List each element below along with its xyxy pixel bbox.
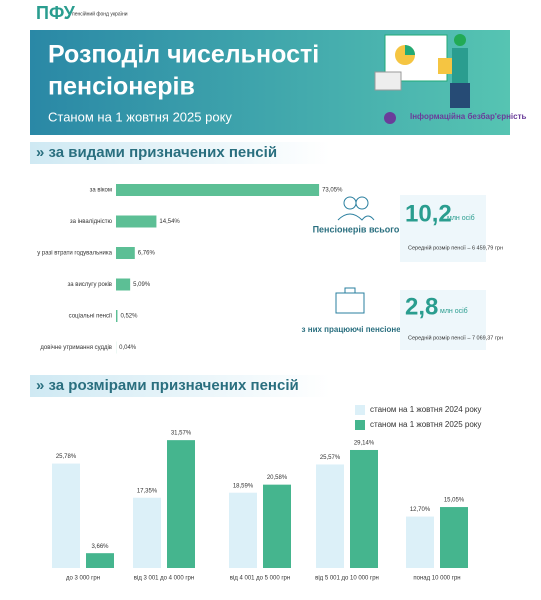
section-text: за видами призначених пенсій [49, 144, 278, 161]
category-label: довічне утримання суддів [40, 345, 112, 351]
category-label: понад 10 000 грн [413, 576, 460, 582]
value-label: 18,59% [233, 483, 254, 489]
bar [116, 247, 135, 259]
value-label: 73,05% [322, 188, 343, 194]
value-label: 12,70% [410, 507, 431, 513]
bar [167, 440, 195, 568]
bar [440, 507, 468, 568]
bar [116, 310, 118, 322]
value-label: 6,76% [138, 251, 156, 257]
bar [406, 516, 434, 568]
category-label: за віком [90, 188, 112, 194]
logo-text: пенсійний фонд україни [72, 10, 128, 17]
section-band [30, 375, 330, 397]
stat-icon [337, 196, 375, 221]
section-title: » за розмірами призначених пенсій [36, 377, 299, 394]
stat-icon [335, 287, 365, 314]
bar [350, 449, 378, 568]
value-label: 29,14% [354, 441, 375, 447]
value-label: 15,05% [444, 498, 465, 504]
legend-label: станом на 1 жовтня 2025 року [370, 420, 481, 429]
section-title: » за видами призначених пенсій [36, 144, 277, 161]
value-label: 25,78% [56, 454, 77, 460]
value-label: 0,52% [120, 314, 138, 320]
legend-label: станом на 1 жовтня 2024 року [370, 405, 481, 414]
value-label: 3,66% [91, 544, 109, 550]
stat-number: 10,2 [405, 200, 452, 227]
title: пенсіонерів [48, 73, 195, 101]
bar [116, 278, 131, 291]
bar [133, 497, 161, 568]
stat-number: 2,8 [405, 293, 438, 320]
section-text: за розмірами призначених пенсій [49, 377, 299, 394]
category-label: від 3 001 до 4 000 грн [134, 576, 194, 582]
value-label: 5,09% [133, 282, 151, 288]
bar [316, 464, 344, 568]
stat-unit: млн осіб [447, 214, 475, 222]
subtitle: Станом на 1 жовтня 2025 року [48, 109, 232, 124]
category-label: від 5 001 до 10 000 грн [315, 576, 379, 582]
bar [86, 553, 114, 568]
value-label: 0,04% [119, 345, 137, 351]
value-label: 25,57% [320, 455, 341, 461]
title: Розподіл чисельності [48, 41, 319, 69]
illustration [374, 34, 470, 124]
category-label: від 4 001 до 5 000 грн [230, 576, 290, 582]
bar [116, 184, 320, 196]
logo-mark: ПФУ [36, 3, 76, 23]
bar [52, 463, 80, 568]
category-label: до 3 000 грн [66, 576, 100, 582]
stat-label: з них працюючі пенсіонери [302, 325, 411, 334]
value-label: 14,54% [159, 219, 180, 225]
value-label: 17,35% [137, 488, 158, 494]
stat-card [400, 195, 486, 262]
value-label: 31,57% [171, 431, 192, 437]
category-label: за вислугу років [68, 282, 112, 288]
badge: Інформаційна безбар'єрність [410, 112, 527, 121]
category-label: за інвалідністю [70, 219, 113, 225]
stat-note: Середній розмір пенсії – 6 459,79 грн [408, 244, 503, 251]
legend-swatch [355, 420, 365, 430]
value-label: 20,58% [267, 475, 288, 481]
stat-unit: млн осіб [440, 307, 468, 315]
legend-swatch [355, 405, 365, 415]
bar [116, 215, 157, 228]
section-band [30, 142, 330, 164]
category-label: у разі втрати годувальника [37, 251, 112, 257]
category-label: соціальні пенсії [69, 314, 113, 320]
stat-label: Пенсіонерів всього [313, 224, 400, 234]
stat-note: Середній розмір пенсії – 7 069,37 грн [408, 334, 503, 341]
bar [229, 492, 257, 568]
stat-card [400, 290, 486, 350]
bar [263, 484, 291, 568]
